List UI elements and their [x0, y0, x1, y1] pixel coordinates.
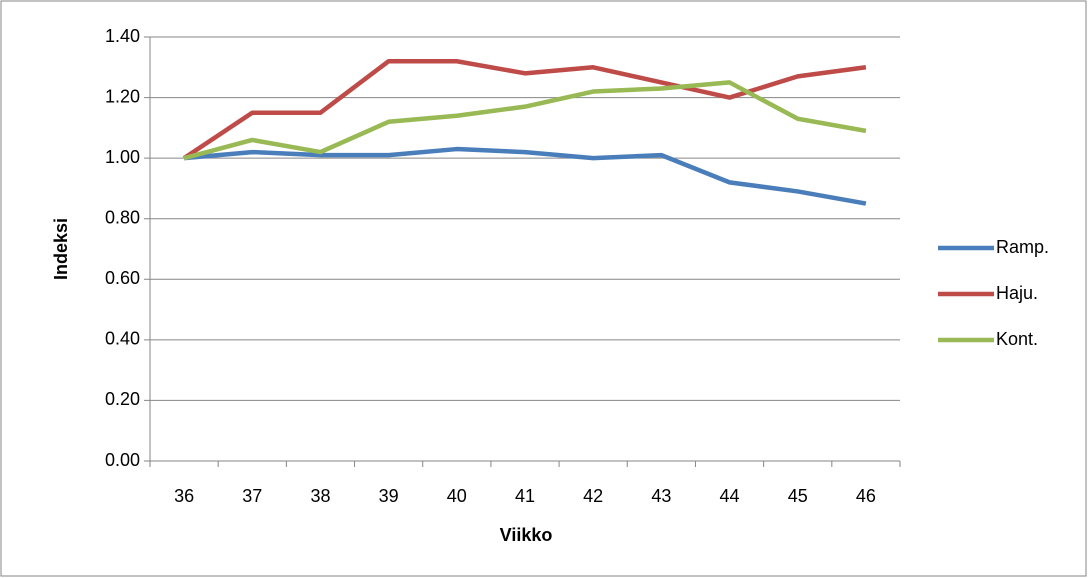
x-tick-label: 38	[310, 486, 330, 506]
series-line	[182, 58, 867, 161]
y-tick-label: 0.00	[105, 450, 140, 470]
y-tick-label: 1.40	[105, 26, 140, 46]
y-tick-label: 0.60	[105, 268, 140, 288]
series-line	[183, 146, 867, 206]
series-line	[183, 80, 867, 161]
y-tick-label: 0.20	[105, 389, 140, 409]
x-tick-label: 42	[583, 486, 603, 506]
y-tick-label: 0.40	[105, 329, 140, 349]
legend-label: Ramp.	[996, 237, 1049, 257]
y-tick-label: 1.20	[105, 86, 140, 106]
legend-label: Kont.	[996, 329, 1038, 349]
x-tick-label: 36	[174, 486, 194, 506]
x-tick-label: 43	[651, 486, 671, 506]
y-tick-label: 1.00	[105, 147, 140, 167]
x-tick-label: 44	[720, 486, 740, 506]
y-axis-title: Indeksi	[51, 218, 71, 280]
x-tick-label: 46	[856, 486, 876, 506]
x-tick-label: 40	[447, 486, 467, 506]
x-tick-label: 39	[379, 486, 399, 506]
y-tick-label: 0.80	[105, 207, 140, 227]
x-tick-label: 41	[515, 486, 535, 506]
x-tick-label: 45	[788, 486, 808, 506]
legend-label: Haju.	[996, 283, 1038, 303]
x-axis-title: Viikko	[500, 525, 553, 545]
x-tick-label: 37	[242, 486, 262, 506]
